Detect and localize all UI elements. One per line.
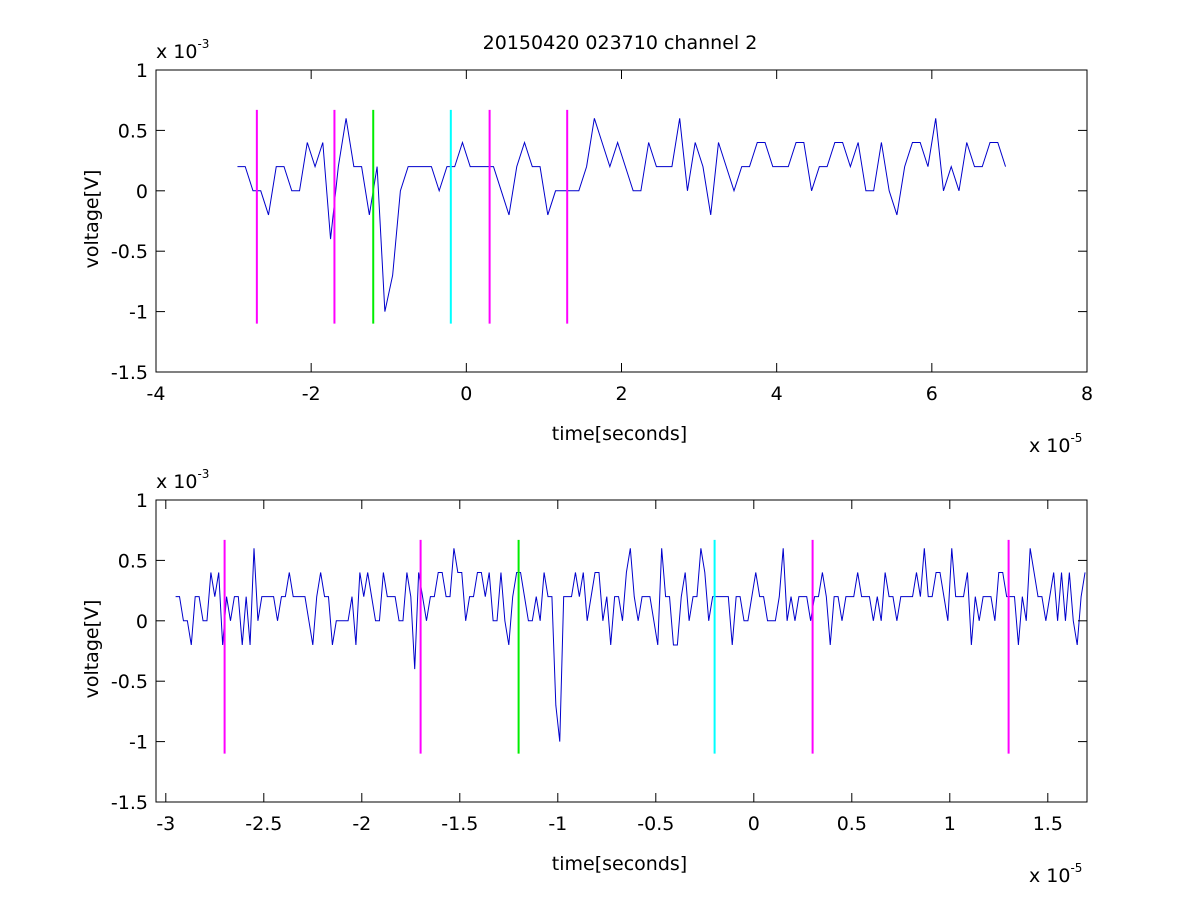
bottom-plot: -3 -2.5 -2 -1.5 -1 -0.5 0 0.5 1 1.5 -1.5 -1 -0.5 0 0.5…: [81, 467, 1088, 887]
y-tick-label: 1: [136, 490, 148, 512]
x-multiplier: x 10-5: [1029, 861, 1082, 887]
x-tick-label: 0.5: [837, 813, 867, 835]
y-tick-label: 1: [136, 60, 148, 82]
y-tick-label: -1.5: [111, 792, 148, 814]
y-axis-label: voltage[V]: [81, 170, 103, 269]
y-tick-label: 0: [136, 181, 148, 203]
signal-trace: [237, 118, 1007, 312]
x-tick-label: -0.5: [637, 813, 674, 835]
x-tick-label: 0: [748, 813, 760, 835]
x-tick-label: -2: [302, 383, 321, 405]
x-tick-label: 0: [460, 383, 472, 405]
x-tick-label: -4: [147, 383, 166, 405]
figure-title: 20150420 023710 channel 2: [483, 32, 758, 54]
x-tick-label: -1: [548, 813, 567, 835]
top-plot: -4 -2 0 2 4 6 8 -1.5 -1 -0.5 0 0.5 1 time[seconds] vol…: [81, 37, 1093, 457]
y-tick-label: -1: [129, 732, 148, 754]
signal-trace: [175, 548, 1086, 742]
x-tick-label: 8: [1081, 383, 1093, 405]
y-tick-label: -0.5: [111, 671, 148, 693]
y-axis-label: voltage[V]: [81, 600, 103, 699]
y-tick-label: -0.5: [111, 241, 148, 263]
x-tick-label: 6: [926, 383, 938, 405]
x-tick-label: -3: [156, 813, 175, 835]
y-tick-label: -1: [129, 302, 148, 324]
x-tick-label: -2: [352, 813, 371, 835]
y-multiplier: x 10-3: [156, 37, 209, 63]
y-tick-label: 0.5: [118, 120, 148, 142]
x-tick-label: 4: [771, 383, 783, 405]
x-multiplier: x 10-5: [1029, 431, 1082, 457]
x-axis-label: time[seconds]: [552, 423, 687, 445]
x-tick-label: -2.5: [245, 813, 282, 835]
x-tick-label: 1: [944, 813, 956, 835]
y-tick-label: -1.5: [111, 362, 148, 384]
y-tick-label: 0.5: [118, 550, 148, 572]
x-tick-label: 2: [615, 383, 627, 405]
x-axis-label: time[seconds]: [552, 853, 687, 875]
x-tick-label: 1.5: [1033, 813, 1063, 835]
axes-box: [155, 499, 1088, 803]
x-tick-label: -1.5: [441, 813, 478, 835]
y-tick-label: 0: [136, 611, 148, 633]
y-multiplier: x 10-3: [156, 467, 209, 493]
